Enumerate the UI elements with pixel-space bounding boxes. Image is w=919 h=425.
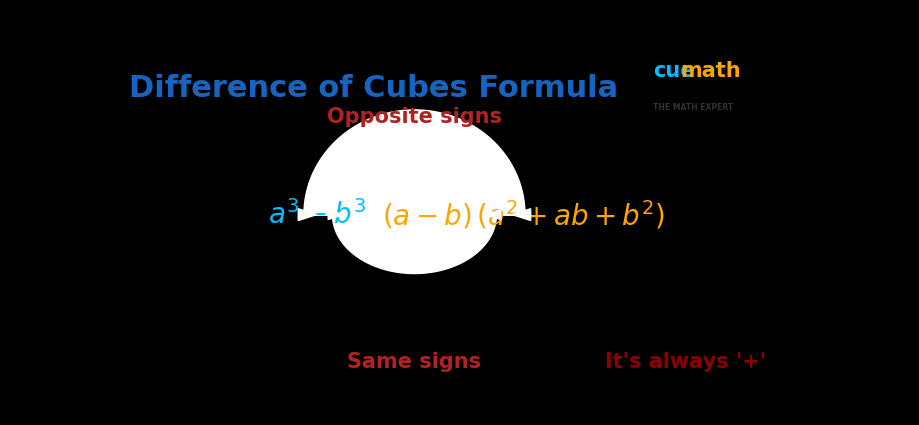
Text: Opposite signs: Opposite signs bbox=[326, 107, 502, 127]
Text: THE MATH EXPERT: THE MATH EXPERT bbox=[652, 103, 732, 112]
Text: Same signs: Same signs bbox=[347, 352, 481, 372]
Polygon shape bbox=[328, 210, 343, 220]
Text: It's always '+': It's always '+' bbox=[604, 352, 766, 372]
Text: Difference of Cubes Formula: Difference of Cubes Formula bbox=[129, 74, 618, 103]
Polygon shape bbox=[303, 110, 525, 215]
Text: $a^3 - b^3$: $a^3 - b^3$ bbox=[268, 200, 366, 230]
Text: math: math bbox=[680, 61, 740, 81]
Polygon shape bbox=[298, 209, 316, 221]
Polygon shape bbox=[485, 210, 500, 220]
Polygon shape bbox=[332, 215, 496, 274]
Text: $(a - b)\,(a^2 + ab + b^2)$: $(a - b)\,(a^2 + ab + b^2)$ bbox=[382, 198, 664, 231]
Text: cue: cue bbox=[652, 61, 694, 81]
Polygon shape bbox=[512, 209, 530, 221]
